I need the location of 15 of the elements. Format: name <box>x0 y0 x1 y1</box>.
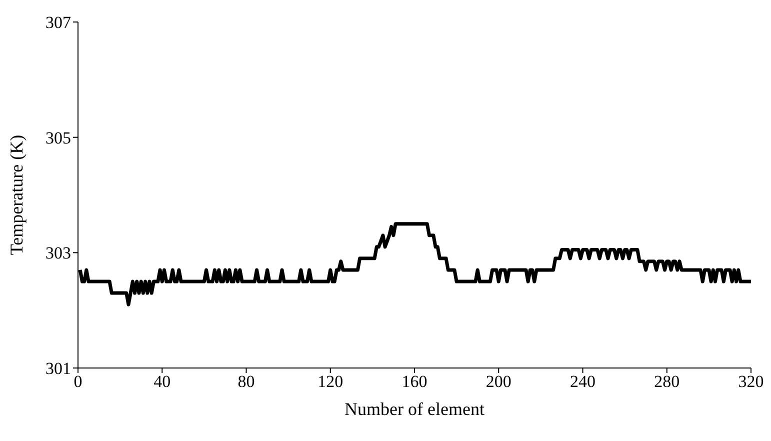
x-tick-label: 40 <box>154 372 171 392</box>
x-tick-label: 80 <box>238 372 255 392</box>
y-axis-title: Temperature (K) <box>6 134 26 256</box>
x-tick-label: 160 <box>402 372 428 392</box>
x-tick-label: 240 <box>570 372 596 392</box>
x-axis-title: Number of element <box>344 399 484 419</box>
y-tick-label: 307 <box>46 13 72 32</box>
y-tick-label: 303 <box>46 244 71 263</box>
x-tick-label: 280 <box>654 372 680 392</box>
x-tick-label: 200 <box>486 372 512 392</box>
x-tick-label: 320 <box>738 372 764 392</box>
x-tick-label: 120 <box>318 372 344 392</box>
x-tick-label: 0 <box>74 372 82 392</box>
y-tick-label: 301 <box>46 359 71 378</box>
y-tick-label: 305 <box>46 128 71 148</box>
